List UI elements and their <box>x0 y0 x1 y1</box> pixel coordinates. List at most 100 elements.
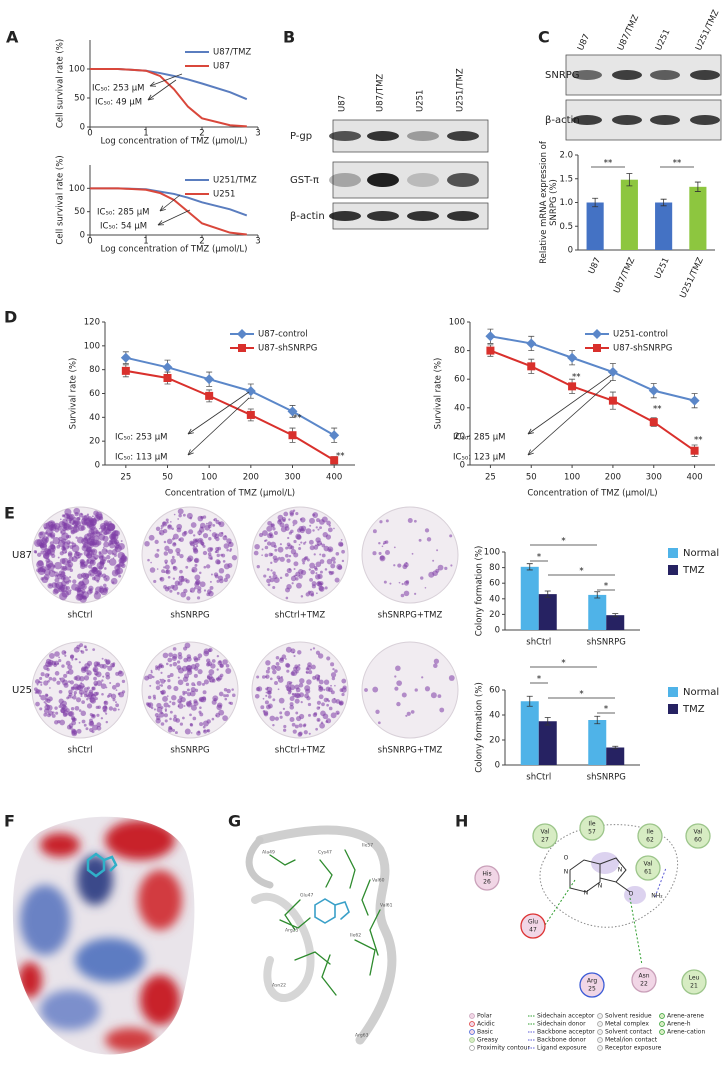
panel-label: B <box>283 28 295 47</box>
colony <box>276 675 281 680</box>
error-bar <box>544 590 551 598</box>
colony <box>172 647 177 651</box>
colony <box>86 703 93 709</box>
colony <box>286 669 290 673</box>
colony <box>289 690 292 693</box>
colony <box>73 693 77 696</box>
colony <box>45 521 54 530</box>
marker <box>237 329 247 339</box>
colony <box>172 577 176 580</box>
colony <box>47 674 50 677</box>
colony <box>293 539 297 544</box>
colony <box>403 580 409 586</box>
colony <box>164 545 170 552</box>
colony <box>90 527 98 535</box>
colony <box>58 689 63 694</box>
colony <box>411 552 414 555</box>
colony <box>291 722 296 727</box>
y-tick-label: 60 <box>489 579 500 589</box>
colony <box>91 686 96 691</box>
column-label: shSNRPG <box>170 746 209 756</box>
colony <box>39 537 42 539</box>
colony <box>199 698 203 701</box>
y-axis-label: Survival rate (%) <box>434 358 444 430</box>
colony <box>71 686 75 690</box>
colony <box>117 708 120 711</box>
colony <box>309 562 316 569</box>
colony <box>323 688 326 691</box>
colony <box>334 669 338 673</box>
colony <box>212 523 216 527</box>
lane-label: U87 <box>338 95 348 112</box>
colony <box>83 542 89 548</box>
colony <box>83 675 90 681</box>
marker <box>568 382 577 391</box>
colony <box>96 713 100 717</box>
colony <box>36 683 39 686</box>
annotation: IC₅₀: 253 μM <box>92 84 145 94</box>
colony <box>334 577 340 583</box>
colony <box>76 516 81 521</box>
colony <box>298 574 303 579</box>
x-tick-label: 100 <box>564 473 580 483</box>
colony <box>339 701 342 705</box>
colony <box>331 676 336 681</box>
colony <box>103 583 107 588</box>
colony <box>47 713 51 718</box>
colony <box>197 589 202 594</box>
colony <box>197 653 203 658</box>
residue-label: Asn22 <box>272 983 286 989</box>
colony <box>169 589 173 593</box>
colony <box>197 669 203 675</box>
colony <box>185 565 189 569</box>
marker <box>689 395 700 406</box>
colony <box>96 661 101 666</box>
x-tick-label: 400 <box>686 473 702 483</box>
colony <box>317 674 321 678</box>
colony <box>68 689 73 695</box>
colony <box>305 671 309 675</box>
residue-label: Ile62 <box>350 933 361 939</box>
colony <box>283 724 287 729</box>
colony <box>293 666 298 671</box>
colony <box>52 570 54 573</box>
colony <box>83 723 87 727</box>
colony <box>291 582 294 585</box>
colony <box>75 658 78 661</box>
colony <box>278 657 285 663</box>
x-tick-label: 2 <box>199 129 204 139</box>
colony <box>179 722 184 726</box>
x-tick-label: 1 <box>143 129 148 139</box>
colony <box>314 574 321 580</box>
colony <box>158 712 165 718</box>
colony <box>96 579 100 583</box>
colony <box>312 647 316 650</box>
colony <box>418 538 422 542</box>
colony <box>298 664 301 667</box>
x-tick-label: 2 <box>199 237 204 247</box>
blot-band <box>447 173 479 187</box>
lane-label: U87/TMZ <box>616 13 641 52</box>
colony <box>302 724 306 728</box>
colony <box>47 679 50 683</box>
legend-symbol <box>597 1037 603 1043</box>
colony <box>73 718 77 722</box>
arrow <box>187 397 250 456</box>
colony <box>300 569 307 576</box>
colony <box>225 668 232 674</box>
colony <box>295 512 299 516</box>
colony <box>56 545 61 549</box>
colony <box>183 646 188 651</box>
colony <box>275 662 280 666</box>
colony <box>316 581 321 587</box>
colony <box>107 665 113 671</box>
colony <box>196 731 201 736</box>
colony <box>223 687 228 692</box>
blot-band <box>447 211 479 221</box>
colony <box>162 696 168 702</box>
colony <box>330 563 336 569</box>
colony <box>436 549 439 552</box>
colony <box>218 568 225 574</box>
colony <box>231 688 234 691</box>
colony <box>49 687 51 689</box>
